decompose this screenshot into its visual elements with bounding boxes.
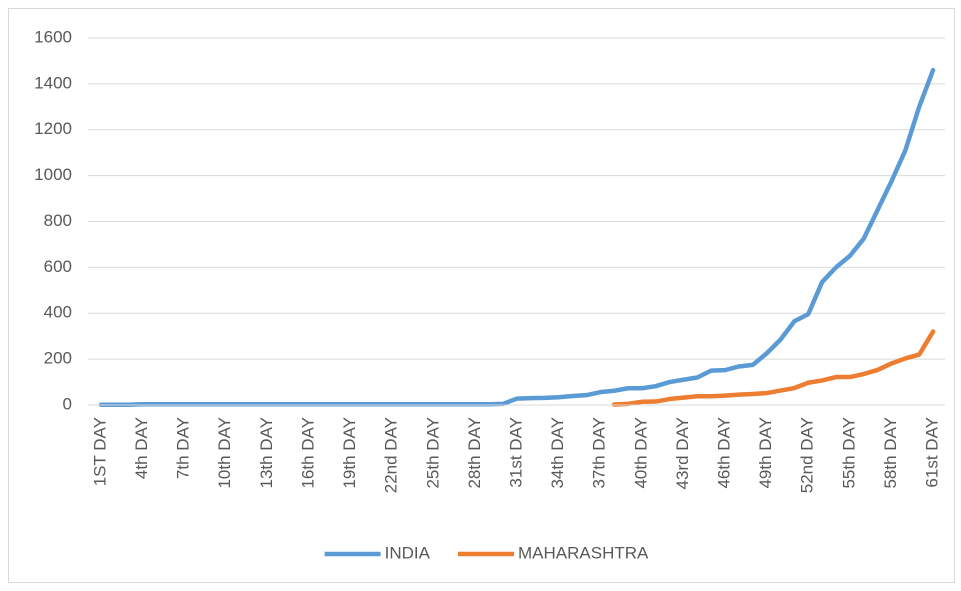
x-tick-label: 37th DAY (590, 417, 609, 489)
x-tick-label: 16th DAY (298, 417, 317, 489)
x-tick-label: 25th DAY (423, 417, 442, 489)
x-tick-label: 4th DAY (132, 417, 151, 479)
x-tick-label: 31st DAY (506, 417, 525, 488)
y-tick-label: 1000 (34, 165, 72, 184)
x-tick-label: 52nd DAY (798, 417, 817, 493)
x-tick-label: 58th DAY (881, 417, 900, 489)
x-tick-label: 7th DAY (174, 417, 193, 479)
x-tick-label: 43rd DAY (673, 417, 692, 489)
legend-label: MAHARASHTRA (518, 543, 649, 562)
x-tick-label: 49th DAY (756, 417, 775, 489)
line-series (611, 329, 936, 407)
x-tick-label: 61st DAY (923, 417, 942, 488)
chart-border (8, 8, 955, 583)
x-tick-label: 22nd DAY (382, 417, 401, 493)
legend: INDIA MAHARASHTRA (324, 543, 649, 562)
y-tick-label: 200 (44, 349, 72, 368)
x-tick-label: 10th DAY (215, 417, 234, 489)
x-tick-label: 1ST DAY (90, 417, 109, 486)
x-tick-label: 34th DAY (548, 417, 567, 489)
line-series (98, 67, 936, 408)
y-tick-label: 800 (44, 211, 72, 230)
x-tick-label: 28th DAY (465, 417, 484, 489)
y-tick-label: 1600 (34, 27, 72, 46)
y-tick-label: 1400 (34, 73, 72, 92)
x-tick-label: 40th DAY (631, 417, 650, 489)
legend-label: INDIA (385, 543, 431, 562)
x-tick-label: 19th DAY (340, 417, 359, 489)
y-tick-label: 400 (44, 303, 72, 322)
x-tick-label: 13th DAY (257, 417, 276, 489)
x-tick-label: 46th DAY (715, 417, 734, 489)
y-tick-label: 0 (63, 394, 72, 413)
y-tick-label: 600 (44, 257, 72, 276)
y-tick-label: 1200 (34, 119, 72, 138)
x-tick-label: 55th DAY (839, 417, 858, 489)
